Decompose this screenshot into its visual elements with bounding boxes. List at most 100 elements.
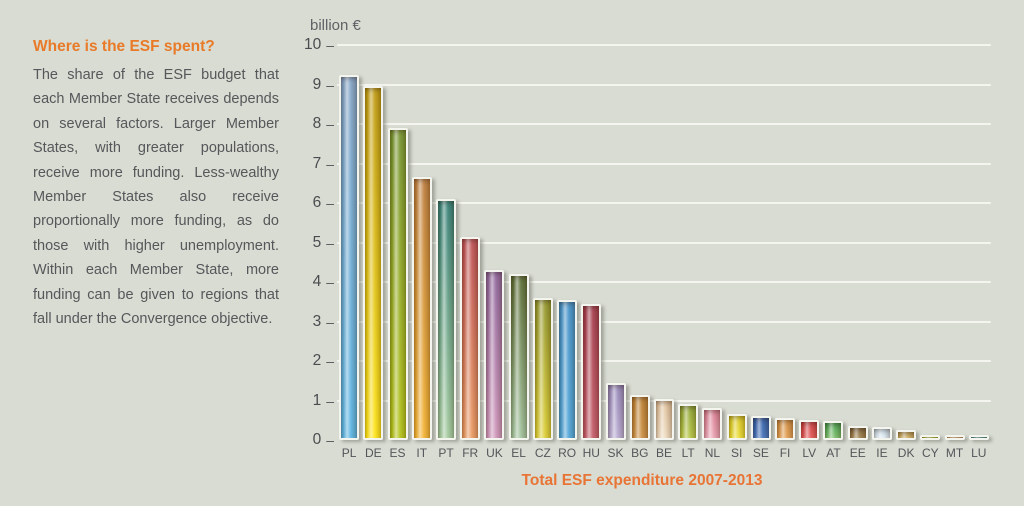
bar-PT	[435, 199, 456, 440]
gridline	[337, 44, 991, 46]
gridline	[337, 123, 991, 125]
bar-DE	[363, 86, 384, 440]
x-label-MT: MT	[945, 446, 964, 460]
x-label-AT: AT	[826, 446, 841, 460]
y-tick: 9–	[292, 75, 334, 95]
x-label-BE: BE	[655, 446, 672, 460]
y-tick-mark: –	[326, 432, 334, 448]
bar-slot-IT	[410, 45, 434, 440]
bar-LV	[799, 420, 820, 440]
x-label-HU: HU	[582, 446, 600, 460]
x-label-EL: EL	[511, 446, 526, 460]
bar-slot-DE	[361, 45, 385, 440]
y-tick-value: 3	[312, 312, 322, 330]
bar-slot-SK	[603, 45, 627, 440]
bar-IT	[411, 177, 432, 440]
y-tick: 0–	[292, 430, 334, 450]
bar-slot-CZ	[531, 45, 555, 440]
bar-slot-PT	[434, 45, 458, 440]
gridline	[337, 162, 991, 165]
bar-slot-MT	[942, 45, 966, 440]
x-label-LV: LV	[802, 446, 817, 460]
bar-FR	[460, 236, 481, 440]
x-label-UK: UK	[486, 446, 503, 460]
x-label-SK: SK	[607, 446, 624, 460]
bar-slot-FR	[458, 45, 482, 440]
sidebar-heading: Where is the ESF spent?	[33, 38, 215, 55]
y-tick-value: 5	[312, 233, 322, 251]
bar-UK	[484, 270, 505, 440]
y-tick-mark: –	[326, 76, 334, 93]
x-label-ES: ES	[389, 446, 406, 460]
bar-DK	[896, 430, 917, 440]
bar-slot-CY	[918, 45, 942, 440]
x-label-PL: PL	[341, 446, 357, 460]
y-tick: 8–	[292, 114, 334, 134]
y-tick-value: 7	[312, 154, 322, 172]
y-tick-value: 6	[312, 194, 322, 211]
x-label-LT: LT	[681, 446, 695, 460]
bar-LU	[968, 435, 989, 440]
bar-slot-EL	[507, 45, 531, 440]
bar-slot-EE	[846, 45, 870, 440]
bar-slot-SE	[749, 45, 773, 440]
gridline	[337, 281, 991, 283]
y-tick-value: 0	[312, 431, 322, 448]
y-tick: 5–	[292, 233, 334, 253]
y-tick: 6–	[292, 193, 334, 213]
bar-EE	[847, 426, 868, 440]
x-label-CY: CY	[922, 446, 939, 460]
bar-EL	[508, 274, 529, 440]
bar-FI	[775, 418, 796, 440]
x-label-CZ: CZ	[534, 446, 551, 460]
y-axis-unit-label: billion €	[310, 17, 361, 34]
bar-slot-SI	[725, 45, 749, 440]
bar-LT	[678, 404, 699, 440]
y-tick-mark: –	[326, 37, 334, 53]
x-axis-labels: PL DE ES IT PT FR UK EL CZ RO HU SK BG BE LT NL SI SE FI LV…	[337, 446, 991, 460]
bar-NL	[702, 408, 723, 440]
gridline	[337, 241, 991, 244]
bar-SK	[605, 382, 626, 440]
bar-slot-LT	[676, 45, 700, 440]
bar-slot-HU	[579, 45, 603, 440]
bar-CY	[920, 435, 941, 440]
y-tick-mark: –	[326, 392, 334, 409]
y-tick: 3–	[292, 312, 334, 332]
gridline	[337, 83, 991, 86]
bar-slot-NL	[700, 45, 724, 440]
bar-CZ	[532, 297, 553, 440]
bar-slot-LV	[797, 45, 821, 440]
bar-slot-DK	[894, 45, 918, 440]
y-tick-value: 10	[303, 36, 322, 53]
sidebar-text-block: Where is the ESF spent? The share of the…	[33, 38, 279, 331]
x-label-IE: IE	[876, 446, 888, 460]
y-tick-value: 1	[312, 391, 322, 409]
bar-slot-LU	[967, 45, 991, 440]
x-label-LU: LU	[971, 446, 987, 460]
x-label-IT: IT	[416, 446, 428, 460]
y-tick-mark: –	[326, 234, 334, 251]
plot-area	[337, 44, 991, 440]
chart-title: Total ESF expenditure 2007-2013	[521, 472, 763, 489]
bars-container	[337, 45, 991, 440]
y-tick: 4–	[292, 272, 334, 292]
bar-MT	[944, 435, 965, 440]
bar-slot-UK	[482, 45, 506, 440]
y-tick-value: 9	[312, 75, 322, 93]
bar-SE	[750, 416, 771, 440]
y-axis-ticks: 0–1–2–3–4–5–6–7–8–9–10–	[292, 36, 334, 448]
y-tick-value: 2	[312, 352, 322, 369]
y-tick-mark: –	[326, 353, 334, 369]
y-tick-value: 8	[312, 115, 322, 132]
bar-slot-IE	[870, 45, 894, 440]
bar-BE	[653, 398, 674, 440]
bar-slot-BG	[628, 45, 652, 440]
gridline	[337, 360, 991, 362]
bar-slot-RO	[555, 45, 579, 440]
x-label-FI: FI	[779, 446, 791, 460]
y-tick-mark: –	[326, 116, 334, 132]
y-tick: 7–	[292, 154, 334, 174]
x-label-BG: BG	[631, 446, 649, 460]
